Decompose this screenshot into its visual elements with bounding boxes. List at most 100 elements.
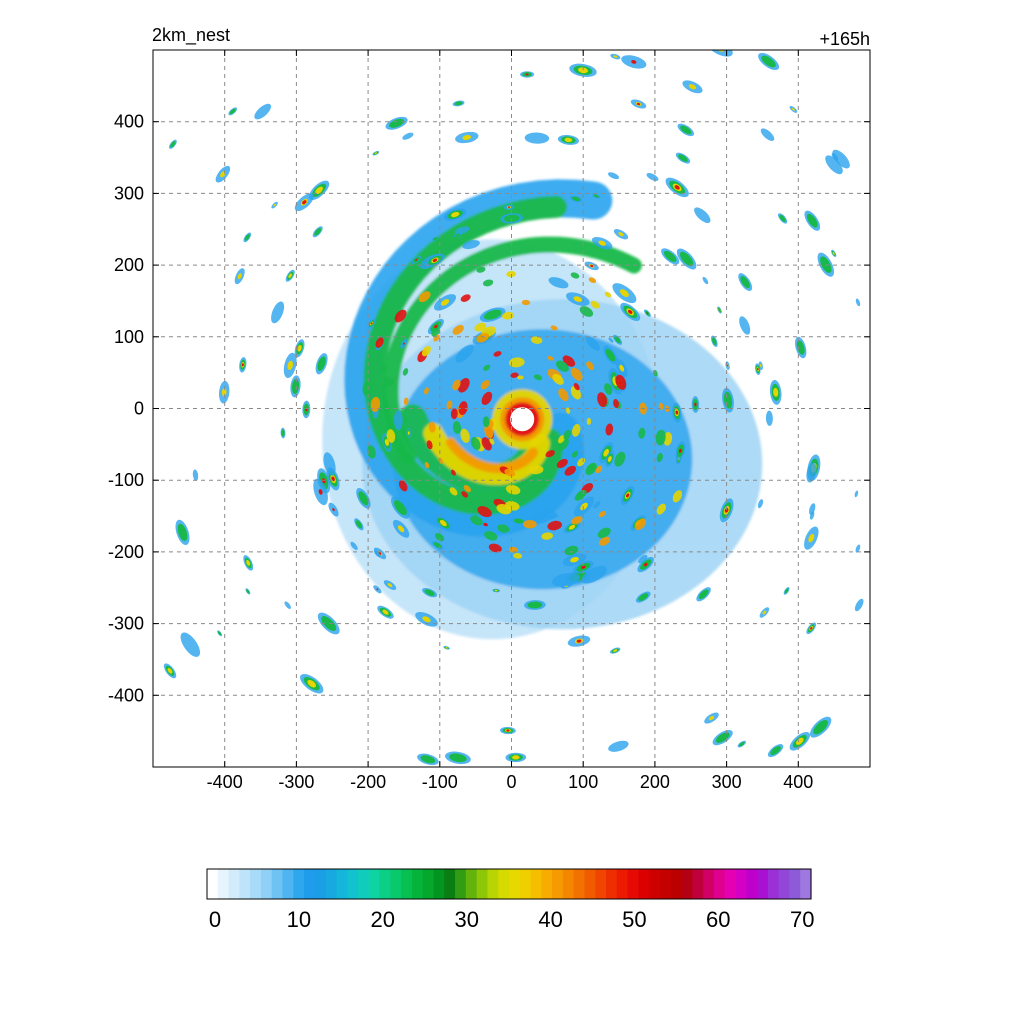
colorbar-cell — [692, 869, 704, 899]
cell — [121, 417, 131, 438]
cell — [280, 427, 286, 439]
cell — [443, 208, 467, 221]
colorbar-cell — [638, 869, 650, 899]
cell — [455, 131, 479, 144]
cell — [462, 240, 480, 250]
colorbar-cell — [703, 869, 715, 899]
rain-band-orange — [445, 437, 539, 474]
x-tick-label: -200 — [350, 772, 386, 792]
cell — [217, 630, 222, 637]
colorbar-cell — [368, 869, 381, 899]
cell — [243, 232, 252, 243]
cell — [592, 193, 601, 199]
cell — [294, 193, 314, 212]
cell — [854, 490, 859, 498]
cell — [367, 318, 376, 329]
y-tick-label: -400 — [108, 685, 144, 705]
colorbar-cell — [649, 869, 661, 899]
colorbar-cell — [379, 869, 391, 899]
cell — [710, 335, 718, 347]
cell — [704, 712, 719, 724]
cell — [163, 663, 177, 679]
cell — [245, 588, 251, 595]
colorbar-cell — [627, 869, 640, 899]
cell — [661, 248, 680, 265]
colorbar-cell — [757, 869, 769, 899]
colorbar-cell — [293, 869, 305, 899]
colorbar-cell — [336, 869, 348, 899]
cell — [574, 496, 594, 517]
cell — [717, 306, 722, 314]
cell — [548, 277, 569, 289]
cell — [300, 673, 324, 694]
cell — [855, 298, 861, 307]
cell — [557, 134, 579, 145]
cell — [804, 526, 819, 550]
cell — [373, 585, 382, 594]
cell — [312, 226, 323, 238]
cell — [832, 149, 850, 169]
cell — [432, 236, 439, 241]
cell — [424, 253, 445, 267]
cell — [921, 376, 929, 391]
cell — [254, 103, 272, 120]
colorbar-cell — [552, 869, 564, 899]
cell — [552, 572, 580, 587]
cell — [391, 496, 410, 519]
cell — [392, 519, 410, 538]
map-plot-area — [121, 13, 929, 768]
cell — [854, 598, 864, 612]
cell — [406, 428, 411, 438]
cell — [584, 261, 599, 271]
colorbar-tick-label: 40 — [538, 907, 562, 932]
colorbar-cell — [681, 869, 693, 899]
colorbar-cell — [347, 869, 359, 899]
cell — [192, 469, 199, 481]
cell — [569, 195, 583, 203]
colorbar: 0 10 20 30 40 50 60 70 — [206, 868, 814, 932]
colorbar-cell — [271, 869, 284, 899]
cell — [608, 740, 629, 752]
cell — [615, 358, 628, 378]
cell — [374, 550, 381, 558]
cell — [620, 302, 641, 321]
colorbar-tick-label: 0 — [209, 907, 221, 932]
colorbar-cell — [401, 869, 413, 899]
cell — [393, 410, 403, 431]
cell — [643, 309, 651, 317]
y-tick-label: 300 — [114, 183, 144, 203]
cell — [566, 292, 590, 306]
cell — [682, 80, 703, 94]
y-tick-label: -200 — [108, 542, 144, 562]
cell — [354, 518, 364, 531]
cell — [760, 128, 775, 141]
colorbar-cell — [228, 869, 240, 899]
cell — [285, 269, 295, 282]
colorbar-cell — [509, 869, 521, 899]
cell — [769, 379, 782, 405]
colorbar-cell — [455, 869, 467, 899]
cell — [739, 316, 751, 335]
cell — [243, 555, 254, 571]
cell — [621, 55, 647, 69]
cell — [719, 498, 734, 523]
cell — [352, 13, 382, 34]
colorbar-tick-label: 60 — [706, 907, 730, 932]
hurricane-eye — [510, 407, 535, 432]
colorbar-cell — [573, 869, 586, 899]
cell — [284, 601, 291, 610]
cell — [789, 732, 810, 751]
cell — [383, 580, 397, 591]
x-tick-label: -300 — [278, 772, 314, 792]
colorbar-cell — [498, 869, 510, 899]
colorbar-cell — [358, 869, 370, 899]
cell — [180, 632, 201, 657]
cell — [675, 152, 691, 164]
colorbar-tick-label: 30 — [454, 907, 478, 932]
cell — [283, 352, 297, 379]
cell — [630, 99, 647, 109]
colorbar-cell — [584, 869, 596, 899]
cell — [831, 249, 837, 258]
y-tick-label: -300 — [108, 614, 144, 634]
